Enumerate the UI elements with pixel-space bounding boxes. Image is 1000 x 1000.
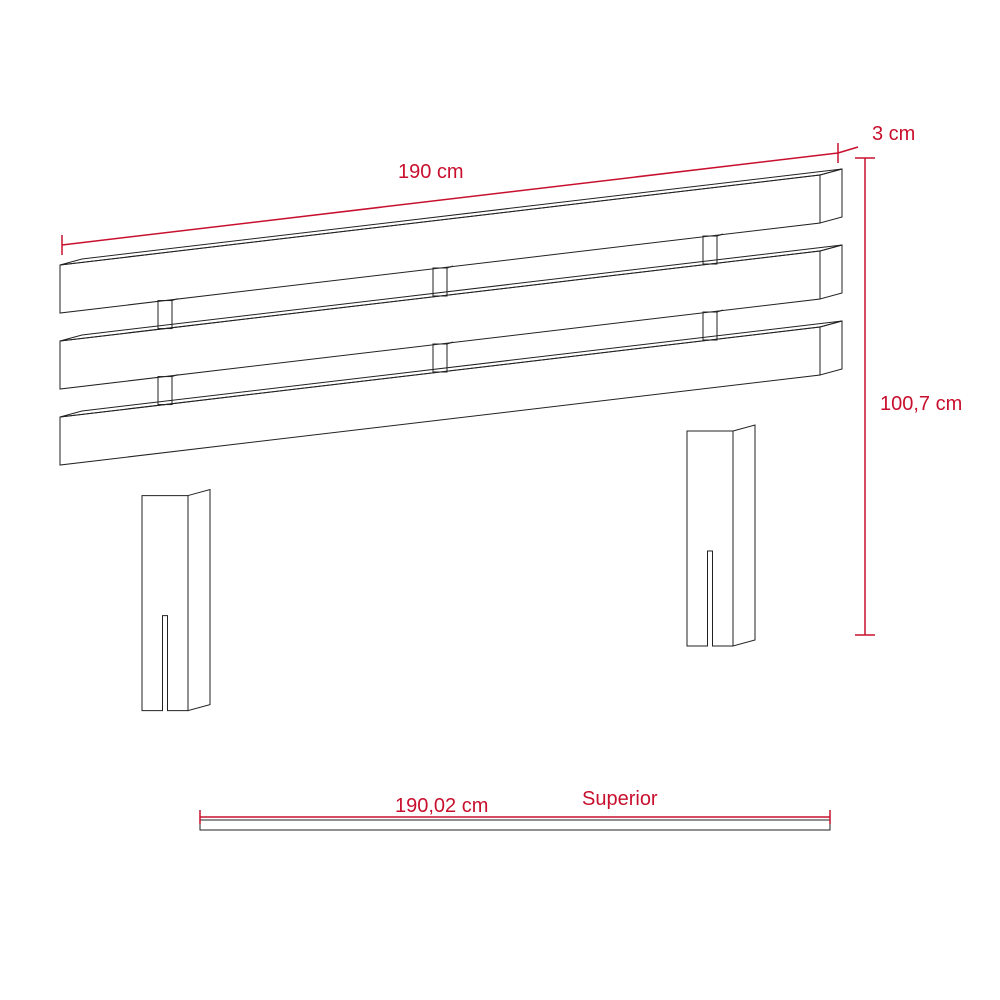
dim-label-width: 190 cm [398, 161, 464, 183]
slat-side [820, 169, 842, 223]
headboard-technical-drawing: 190 cm 3 cm 100,7 cm 190,02 cm Superior [0, 0, 1000, 1000]
slat-top [60, 169, 842, 265]
slat-top [60, 245, 842, 341]
leg-side [733, 425, 755, 646]
dim-label-topview-title: Superior [582, 788, 658, 810]
leg-front [687, 431, 733, 646]
dim-label-topview-width: 190,02 cm [395, 795, 488, 817]
slat-side [820, 245, 842, 299]
dim-label-depth: 3 cm [872, 123, 915, 145]
top-view-bar [200, 820, 830, 830]
dim-line-depth [838, 147, 858, 153]
dim-label-height: 100,7 cm [880, 393, 962, 415]
slat-top [60, 321, 842, 417]
leg-front [142, 496, 188, 711]
slat-side [820, 321, 842, 375]
leg-side [188, 490, 210, 711]
slat-front [60, 327, 820, 465]
